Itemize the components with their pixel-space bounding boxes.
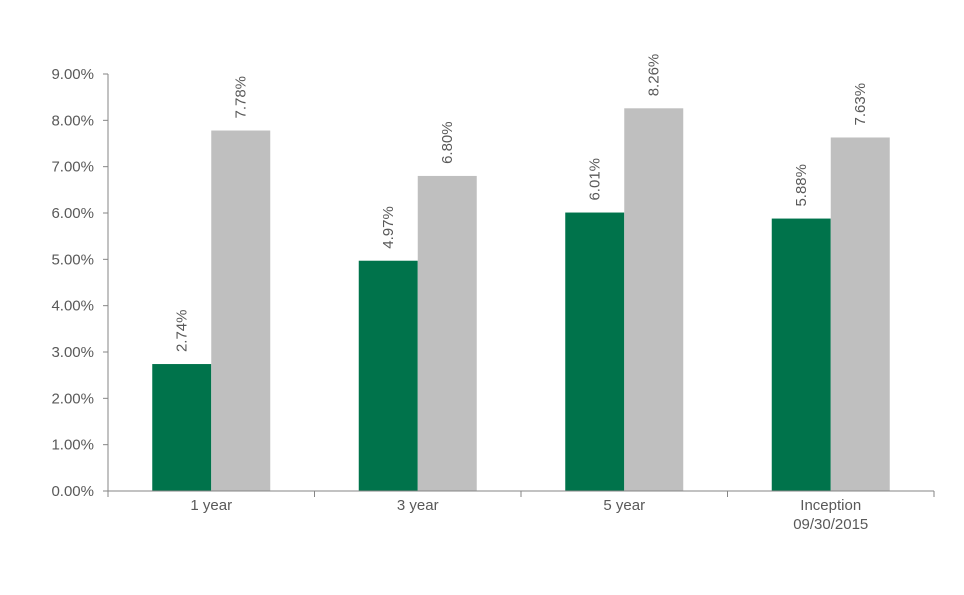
- y-tick-label: 1.00%: [51, 437, 94, 454]
- bar: [771, 218, 831, 491]
- bar: [830, 137, 890, 491]
- x-category-label: 5 year: [603, 497, 645, 514]
- bar: [417, 175, 477, 491]
- bar: [358, 260, 418, 491]
- data-label: 7.78%: [233, 76, 250, 119]
- data-label: 7.63%: [852, 83, 869, 126]
- data-label: 6.01%: [587, 158, 604, 201]
- data-label: 2.74%: [174, 309, 191, 352]
- y-tick-label: 8.00%: [51, 112, 94, 129]
- y-tick-label: 9.00%: [51, 66, 94, 83]
- y-tick-label: 3.00%: [51, 344, 94, 361]
- bar: [565, 212, 625, 491]
- y-tick-label: 5.00%: [51, 251, 94, 268]
- bar: [152, 364, 212, 491]
- data-label: 6.80%: [439, 121, 456, 164]
- bar: [211, 130, 271, 491]
- bar: [624, 108, 684, 491]
- x-category-label: 3 year: [397, 497, 439, 514]
- data-label: 8.26%: [646, 54, 663, 97]
- y-tick-label: 6.00%: [51, 205, 94, 222]
- data-label: 4.97%: [380, 206, 397, 249]
- y-tick-label: 2.00%: [51, 390, 94, 407]
- y-tick-label: 0.00%: [51, 483, 94, 500]
- x-category-label: Inception: [800, 497, 861, 514]
- y-tick-label: 7.00%: [51, 159, 94, 176]
- x-category-label: 09/30/2015: [793, 516, 868, 533]
- y-tick-label: 4.00%: [51, 298, 94, 315]
- data-label: 5.88%: [793, 164, 810, 207]
- x-category-label: 1 year: [190, 497, 232, 514]
